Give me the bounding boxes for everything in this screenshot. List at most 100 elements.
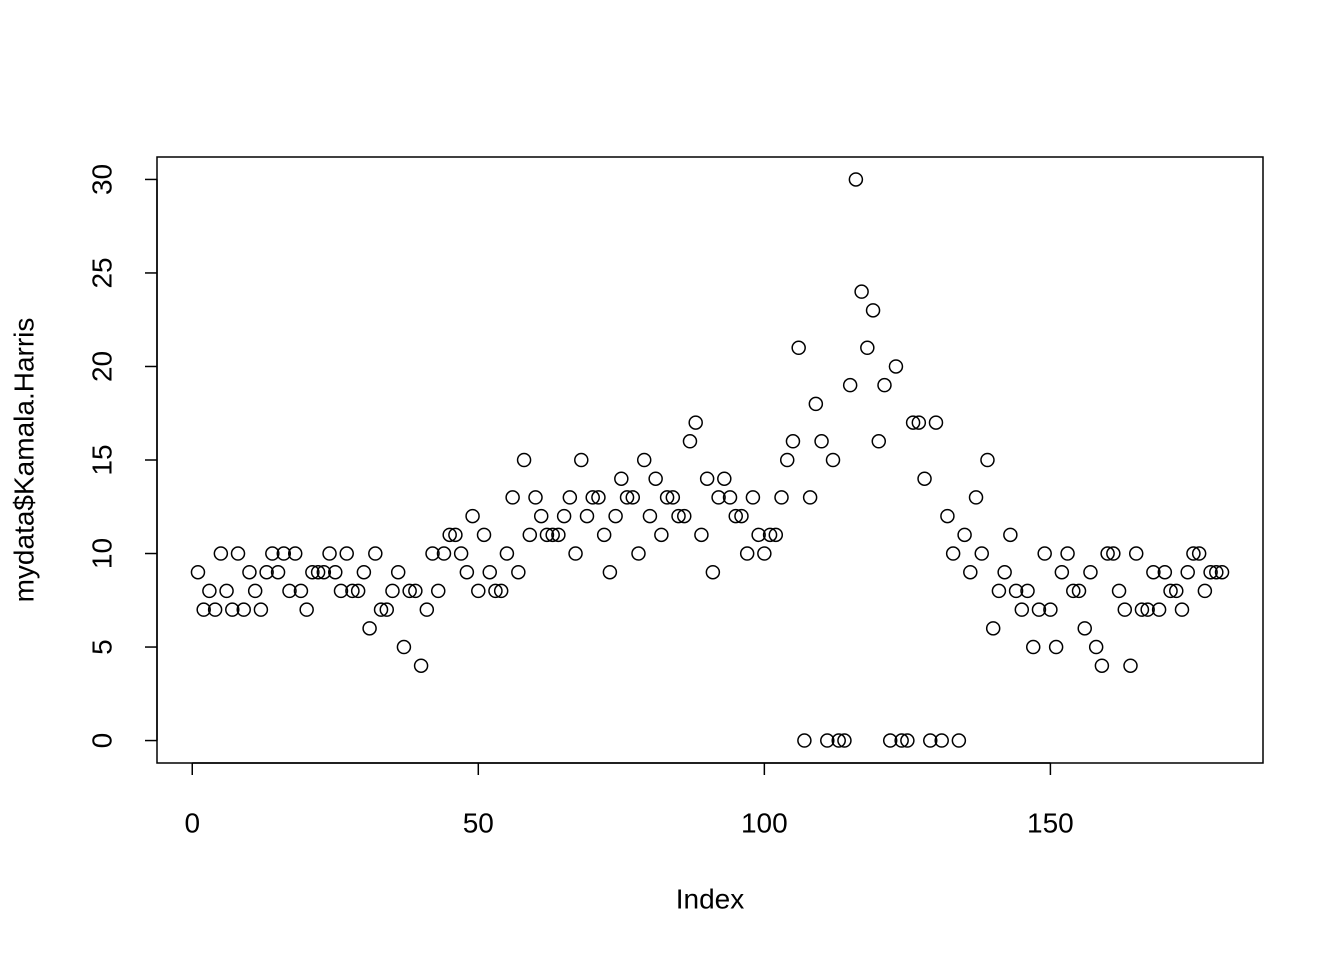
point xyxy=(917,471,932,486)
point xyxy=(997,564,1012,580)
point xyxy=(1066,583,1081,599)
point xyxy=(665,490,681,505)
point xyxy=(471,583,486,599)
point xyxy=(991,583,1007,599)
point xyxy=(791,340,806,356)
point xyxy=(648,471,663,486)
point xyxy=(865,303,881,318)
point xyxy=(677,508,692,524)
point xyxy=(448,527,463,543)
point xyxy=(556,508,572,524)
point xyxy=(1197,583,1213,599)
point xyxy=(345,583,360,599)
point xyxy=(837,733,852,748)
point xyxy=(1140,602,1155,617)
point xyxy=(1146,564,1161,580)
point xyxy=(882,733,898,748)
point xyxy=(1025,639,1041,655)
point xyxy=(825,452,841,468)
point xyxy=(877,377,892,393)
point xyxy=(745,490,761,505)
point xyxy=(1111,583,1127,599)
point xyxy=(1174,602,1190,617)
point xyxy=(779,452,795,468)
point xyxy=(831,733,846,748)
point xyxy=(539,527,555,543)
point xyxy=(562,490,578,505)
point xyxy=(1117,602,1133,617)
point xyxy=(356,564,372,580)
point xyxy=(362,621,377,636)
point xyxy=(385,583,400,599)
point xyxy=(797,733,812,748)
y-axis-label: mydata$Kamala.Harris xyxy=(8,318,39,603)
point xyxy=(402,583,417,599)
point xyxy=(310,564,326,580)
point xyxy=(911,415,927,430)
point xyxy=(436,546,452,561)
point xyxy=(900,733,915,748)
point xyxy=(499,546,515,561)
point xyxy=(1043,602,1058,617)
point xyxy=(934,733,949,748)
point xyxy=(717,471,732,486)
y-tick-label: 30 xyxy=(86,164,117,195)
point xyxy=(905,415,921,430)
point xyxy=(762,527,778,543)
point xyxy=(957,527,972,543)
plot-box xyxy=(156,156,1264,764)
point xyxy=(476,527,492,543)
point xyxy=(1128,546,1144,561)
point xyxy=(528,490,543,505)
y-tick-label: 15 xyxy=(86,444,117,475)
point xyxy=(694,527,709,543)
point xyxy=(373,602,389,617)
point xyxy=(230,546,246,561)
point xyxy=(654,527,669,543)
point xyxy=(608,508,623,524)
point xyxy=(305,564,320,580)
point xyxy=(928,415,944,430)
x-axis-label: Index xyxy=(676,883,745,914)
point xyxy=(625,490,641,505)
x-tick-label: 50 xyxy=(463,807,494,838)
point xyxy=(1123,658,1138,673)
point xyxy=(757,546,772,561)
point xyxy=(636,452,652,468)
point xyxy=(860,340,875,356)
y-tick-label: 10 xyxy=(86,538,117,569)
point xyxy=(1209,564,1224,580)
point xyxy=(711,490,726,505)
point xyxy=(894,733,909,748)
point xyxy=(276,546,292,561)
x-tick-label: 150 xyxy=(1027,807,1074,838)
point xyxy=(408,583,423,599)
point xyxy=(1134,602,1150,617)
point xyxy=(1037,546,1052,561)
point xyxy=(1003,527,1018,543)
point xyxy=(1071,583,1087,599)
point xyxy=(442,527,457,543)
point xyxy=(533,508,549,524)
point xyxy=(328,564,343,580)
point xyxy=(425,546,440,561)
point xyxy=(619,490,635,505)
point xyxy=(785,434,801,449)
point xyxy=(980,452,995,468)
x-tick-label: 100 xyxy=(741,807,788,838)
point xyxy=(202,583,217,599)
y-tick-label: 5 xyxy=(86,639,117,655)
point xyxy=(591,490,606,505)
point xyxy=(350,583,366,599)
point xyxy=(602,564,618,580)
point xyxy=(516,452,532,468)
point xyxy=(802,490,818,505)
point xyxy=(430,583,446,599)
point xyxy=(390,564,406,580)
point xyxy=(1180,564,1195,580)
point xyxy=(488,583,503,599)
point xyxy=(1163,583,1178,599)
point xyxy=(293,583,309,599)
